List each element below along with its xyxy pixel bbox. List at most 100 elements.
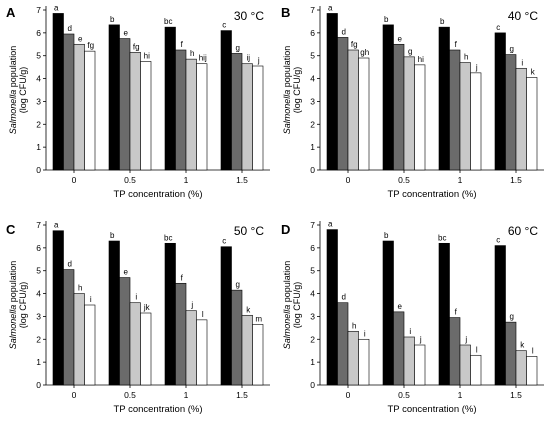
panel-b: B 40 °C 0 1 2 3 4 5 6 7 Salmonella population (log … — [281, 3, 544, 200]
y-tick-label: 0 — [310, 380, 315, 390]
x-tick-label: 0 — [72, 390, 77, 400]
panel-a: A 30 °C 0 1 2 3 4 5 6 7 Salmonella population (log … — [6, 3, 270, 200]
significance-label: c — [496, 23, 500, 32]
significance-label: i — [409, 327, 411, 336]
significance-label: h — [190, 49, 194, 58]
significance-label: i — [135, 293, 137, 302]
y-tick-label: 4 — [310, 74, 315, 84]
y-axis-label-italic: Salmonella — [282, 90, 292, 135]
x-tick-label: 0 — [346, 390, 351, 400]
y-tick-label: 0 — [36, 380, 41, 390]
y-tick-label: 6 — [36, 28, 41, 38]
x-tick-label: 0 — [72, 175, 77, 185]
bar — [241, 63, 253, 171]
temperature-label: 40 °C — [508, 9, 538, 23]
bar — [347, 330, 359, 386]
significance-label: l — [202, 310, 204, 319]
bar — [164, 242, 176, 386]
y-tick-label: 4 — [310, 289, 315, 299]
bar — [414, 344, 426, 386]
bar — [494, 32, 506, 171]
significance-label: i — [364, 329, 366, 338]
significance-label: ij — [246, 54, 250, 63]
y-axis-label: Salmonella population — [282, 46, 292, 135]
significance-label: hi — [418, 55, 424, 64]
significance-label: d — [342, 27, 346, 36]
significance-label: bc — [438, 233, 446, 242]
bar — [252, 324, 264, 386]
significance-label: h — [352, 321, 356, 330]
y-tick-label: 6 — [310, 28, 315, 38]
significance-label: e — [398, 302, 403, 311]
y-tick-label: 5 — [310, 266, 315, 276]
y-axis-label: Salmonella population — [282, 261, 292, 350]
bar — [52, 13, 64, 171]
bar — [347, 49, 359, 171]
significance-label: k — [246, 305, 251, 314]
bar — [108, 24, 120, 171]
significance-label: fg — [87, 41, 94, 50]
bar — [326, 13, 338, 171]
bar — [470, 72, 482, 171]
bar — [241, 314, 253, 386]
y-axis-label-rest: population — [282, 46, 292, 90]
y-tick-label: 1 — [310, 142, 315, 152]
significance-label: j — [190, 301, 193, 310]
bar — [526, 356, 538, 386]
significance-label: e — [124, 29, 129, 38]
bar — [220, 246, 232, 386]
significance-label: l — [532, 346, 534, 355]
bar — [73, 293, 85, 386]
y-tick-label: 6 — [310, 243, 315, 253]
bar — [403, 336, 415, 386]
significance-label: a — [328, 220, 333, 229]
significance-label: a — [54, 3, 59, 12]
significance-label: a — [54, 221, 59, 230]
y-tick-label: 5 — [36, 51, 41, 61]
significance-label: k — [531, 67, 536, 76]
y-tick-label: 2 — [36, 334, 41, 344]
significance-label: i — [90, 295, 92, 304]
bar — [84, 304, 96, 386]
bar — [231, 289, 243, 386]
significance-label: l — [476, 345, 478, 354]
panel-d: D 60 °C 0 1 2 3 4 5 6 7 Salmonella population (log … — [281, 220, 544, 415]
significance-label: bc — [164, 233, 172, 242]
bar — [393, 311, 405, 386]
x-axis-label: TP concentration (%) — [113, 404, 202, 415]
bar — [119, 277, 131, 386]
y-axis-label: Salmonella population — [8, 261, 18, 350]
x-tick-label: 1.5 — [236, 175, 248, 185]
significance-label: f — [455, 40, 458, 49]
x-axis-label: TP concentration (%) — [113, 189, 202, 200]
bar — [438, 242, 450, 386]
bar — [337, 37, 349, 171]
x-tick-label: 1 — [458, 390, 463, 400]
y-axis-label-italic: Salmonella — [8, 305, 18, 350]
y-tick-label: 0 — [36, 165, 41, 175]
y-axis-label-italic: Salmonella — [282, 305, 292, 350]
y-tick-label: 7 — [36, 220, 41, 230]
x-tick-label: 1.5 — [510, 390, 522, 400]
panel-letter: D — [281, 222, 290, 237]
y-tick-label: 3 — [310, 96, 315, 106]
bar — [220, 30, 232, 171]
significance-label: fg — [351, 40, 358, 49]
significance-label: c — [222, 237, 226, 246]
bar — [140, 312, 152, 386]
x-tick-label: 1 — [184, 175, 189, 185]
significance-label: k — [520, 341, 525, 350]
temperature-label: 30 °C — [234, 9, 264, 23]
bar — [140, 61, 152, 171]
x-tick-label: 0.5 — [124, 175, 136, 185]
y-tick-label: 2 — [310, 334, 315, 344]
significance-label: b — [384, 15, 389, 24]
bar — [252, 65, 264, 171]
y-axis-label: Salmonella population — [8, 46, 18, 135]
y-axis-label-unit: (log CFU/g) — [292, 67, 302, 114]
significance-label: hij — [199, 54, 207, 63]
significance-label: fg — [133, 42, 140, 51]
bar — [358, 338, 370, 386]
bar — [459, 62, 471, 171]
significance-label: b — [384, 231, 389, 240]
